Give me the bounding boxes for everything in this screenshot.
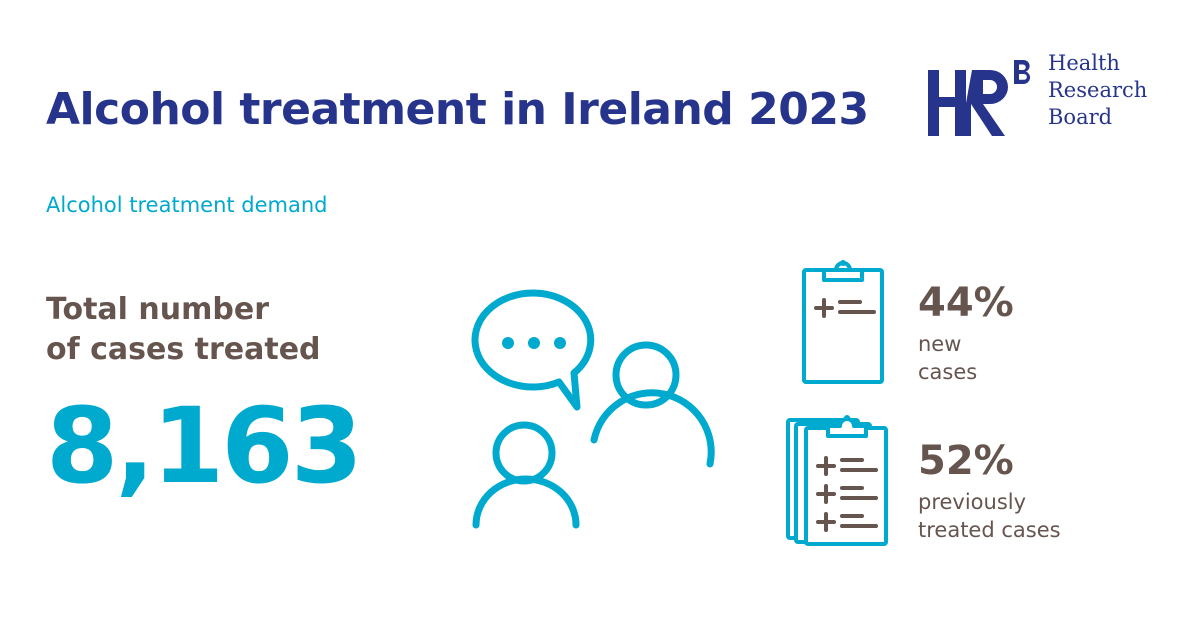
total-label-line: Total number [46, 292, 269, 327]
stat-description-line: previously [918, 490, 1027, 514]
stat-percent: 44% [918, 280, 1014, 326]
total-label: Total number of cases treated [46, 290, 321, 370]
total-value: 8,163 [46, 385, 363, 507]
logo-line: Board [1048, 105, 1113, 129]
page-title: Alcohol treatment in Ireland 2023 [46, 84, 869, 135]
stat-description: new cases [918, 330, 1014, 386]
logo-line: Research [1048, 78, 1148, 102]
clipboard-stack-icon [786, 415, 888, 546]
people-conversation-icon [471, 289, 715, 529]
logo-wordmark: Health Research Board [1048, 50, 1147, 131]
stat-previous-cases: 52% previously treated cases [918, 434, 1061, 544]
stat-description-line: cases [918, 360, 978, 384]
stat-description: previously treated cases [918, 488, 1061, 544]
logo-line: Health [1048, 51, 1120, 75]
stat-description-line: treated cases [918, 518, 1061, 542]
clipboard-icon [802, 260, 884, 384]
stat-percent: 52% [918, 438, 1014, 484]
hrb-logo-mark [928, 60, 1031, 136]
hrb-logo: Health Research Board [928, 50, 1168, 140]
section-subtitle: Alcohol treatment demand [46, 193, 328, 217]
total-label-line: of cases treated [46, 332, 321, 367]
stat-new-cases: 44% new cases [918, 276, 1014, 386]
stat-description-line: new [918, 332, 962, 356]
